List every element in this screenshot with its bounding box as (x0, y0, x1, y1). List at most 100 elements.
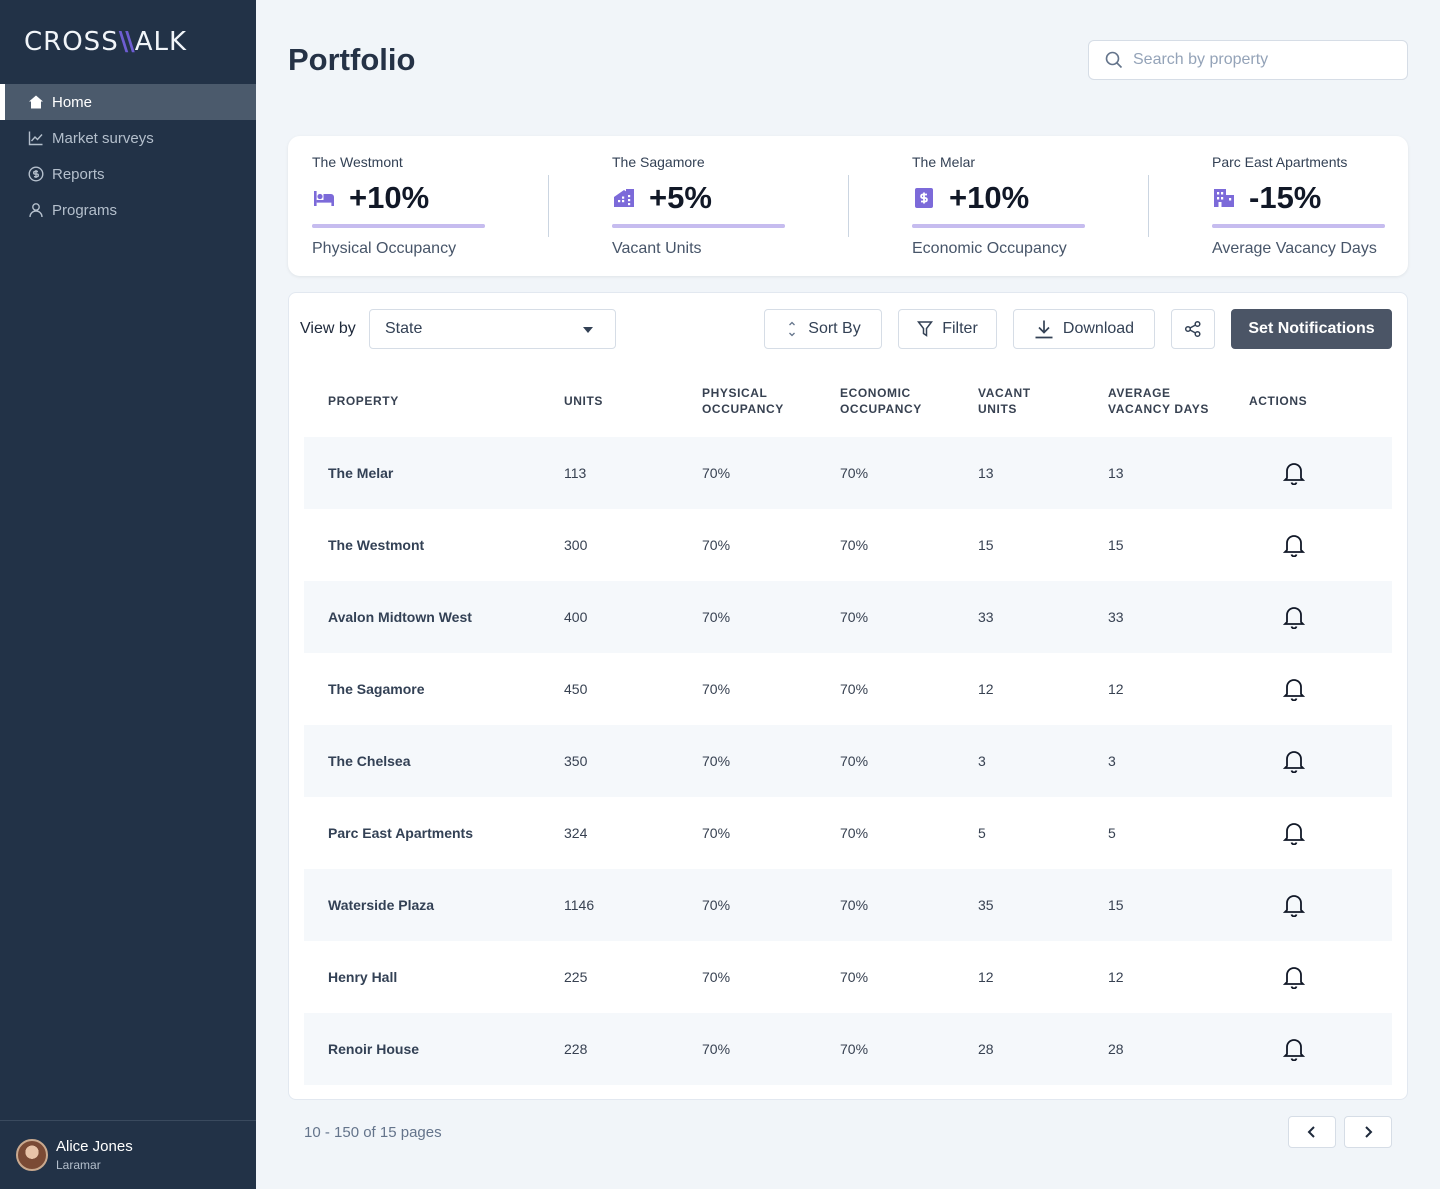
bell-icon[interactable] (1283, 677, 1305, 701)
bell-icon[interactable] (1283, 821, 1305, 845)
set-notifications-button[interactable]: Set Notifications (1231, 309, 1392, 349)
column-header-average-vacancy-days[interactable]: AVERAGE VACANCY DAYS (1108, 365, 1249, 437)
column-header-physical-occupancy[interactable]: PHYSICAL OCCUPANCY (702, 365, 840, 437)
table-row[interactable]: The Westmont 300 70% 70% 15 15 (304, 509, 1392, 581)
cell-actions (1249, 581, 1392, 653)
sidebar-item-label: Reports (52, 165, 105, 183)
sort-by-label: Sort By (808, 320, 861, 337)
dollar-icon (915, 188, 933, 208)
header-text: ECONOMIC (840, 386, 911, 400)
cell-property: Renoir House (304, 1013, 564, 1085)
dollar-circle-icon (28, 166, 44, 182)
filter-button[interactable]: Filter (898, 309, 997, 349)
sidebar-item-reports[interactable]: Reports (0, 156, 256, 192)
cell-actions (1249, 941, 1392, 1013)
cell-vacant-units: 13 (978, 437, 1108, 509)
cell-physical-occupancy: 70% (702, 681, 731, 697)
pagination-summary: 10 - 150 of 15 pages (304, 1124, 442, 1141)
header-text: UNITS (564, 394, 603, 408)
table-row[interactable]: The Sagamore 450 70% 70% 12 12 (304, 653, 1392, 725)
cell-units: 450 (564, 681, 588, 697)
sidebar-item-home[interactable]: Home (0, 84, 256, 120)
kpi-summary-card: The Westmont +10% Physical Occupancy The… (288, 136, 1408, 276)
cell-physical-occupancy: 70% (702, 725, 840, 797)
kpi-divider (548, 175, 549, 237)
bell-icon[interactable] (1283, 965, 1305, 989)
user-profile[interactable]: Alice Jones Laramar (0, 1120, 256, 1189)
table-row[interactable]: Parc East Apartments 324 70% 70% 5 5 (304, 797, 1392, 869)
cell-actions (1249, 653, 1392, 725)
cell-actions (1249, 1013, 1392, 1085)
cell-units: 225 (564, 969, 588, 985)
cell-actions (1249, 725, 1392, 797)
view-by-select[interactable]: State (369, 309, 616, 349)
header-text: PHYSICAL (702, 386, 768, 400)
cell-physical-occupancy: 70% (702, 537, 731, 553)
chevron-left-icon (1307, 1126, 1315, 1138)
column-header-units[interactable]: UNITS (564, 365, 702, 437)
kpi-metric-label: Economic Occupancy (912, 240, 1067, 257)
cell-units: 1146 (564, 869, 702, 941)
cell-units: 324 (564, 825, 588, 841)
header-text: VACANT (978, 386, 1031, 400)
table-row[interactable]: Henry Hall 225 70% 70% 12 12 (304, 941, 1392, 1013)
download-button[interactable]: Download (1013, 309, 1155, 349)
share-button[interactable] (1171, 309, 1215, 349)
column-header-vacant-units[interactable]: VACANT UNITS (978, 365, 1108, 437)
header-text: UNITS (978, 402, 1017, 416)
home-icon (29, 95, 43, 109)
sidebar-item-market-surveys[interactable]: Market surveys (0, 120, 256, 156)
table-row[interactable]: Renoir House 228 70% 70% 28 28 (304, 1013, 1392, 1085)
cell-economic-occupancy: 70% (840, 969, 869, 985)
crosswalk-logo[interactable]: CROSS \\ ALK (24, 26, 187, 58)
cell-property: Henry Hall (328, 969, 398, 985)
search-box[interactable] (1088, 40, 1408, 80)
cell-property: Avalon Midtown West (304, 581, 564, 653)
logo-text-right: ALK (134, 27, 188, 57)
bell-icon[interactable] (1283, 749, 1305, 773)
header-text: ACTIONS (1249, 394, 1308, 408)
search-icon (1105, 51, 1123, 69)
cell-average-vacancy-days: 15 (1108, 869, 1249, 941)
bell-icon[interactable] (1283, 461, 1305, 485)
cell-physical-occupancy: 70% (702, 437, 840, 509)
sidebar-item-programs[interactable]: Programs (0, 192, 256, 228)
cell-physical-occupancy: 70% (702, 969, 731, 985)
next-page-button[interactable] (1344, 1116, 1392, 1148)
table-row[interactable]: The Melar 113 70% 70% 13 13 (304, 437, 1392, 509)
kpi-divider (1148, 175, 1149, 237)
portfolio-table-card: View by State Sort By Filter Download Se… (288, 292, 1408, 1100)
cell-actions (1249, 509, 1392, 581)
cell-vacant-units: 15 (978, 537, 994, 553)
cell-economic-occupancy: 70% (840, 725, 978, 797)
header-text: OCCUPANCY (702, 402, 784, 416)
cell-vacant-units: 12 (978, 969, 994, 985)
previous-page-button[interactable] (1288, 1116, 1336, 1148)
kpi-value: +10% (949, 180, 1030, 215)
kpi-progress-bar (612, 224, 785, 228)
kpi-metric-label: Physical Occupancy (312, 240, 457, 257)
cell-average-vacancy-days: 5 (1108, 825, 1116, 841)
user-info: Alice Jones Laramar (56, 1138, 133, 1172)
kpi-value: +5% (649, 180, 712, 215)
kpi-value: -15% (1249, 180, 1322, 215)
portfolio-table: PROPERTY UNITS PHYSICAL OCCUPANCY ECONOMI… (304, 365, 1392, 1085)
avatar (16, 1139, 48, 1171)
column-header-economic-occupancy[interactable]: ECONOMIC OCCUPANCY (840, 365, 978, 437)
cell-average-vacancy-days: 3 (1108, 725, 1249, 797)
bell-icon[interactable] (1283, 533, 1305, 557)
column-header-property[interactable]: PROPERTY (304, 365, 564, 437)
cell-economic-occupancy: 70% (840, 825, 869, 841)
bell-icon[interactable] (1283, 893, 1305, 917)
table-row[interactable]: Avalon Midtown West 400 70% 70% 33 33 (304, 581, 1392, 653)
bell-icon[interactable] (1283, 605, 1305, 629)
table-row[interactable]: Waterside Plaza 1146 70% 70% 35 15 (304, 869, 1392, 941)
kpi-property-name: The Westmont (312, 154, 403, 170)
kpi-progress-bar (1212, 224, 1385, 228)
bell-icon[interactable] (1283, 1037, 1305, 1061)
cell-physical-occupancy: 70% (702, 825, 731, 841)
search-input[interactable] (1133, 51, 1393, 69)
logo-text-left: CROSS (24, 27, 119, 57)
table-row[interactable]: The Chelsea 350 70% 70% 3 3 (304, 725, 1392, 797)
sort-by-button[interactable]: Sort By (764, 309, 882, 349)
